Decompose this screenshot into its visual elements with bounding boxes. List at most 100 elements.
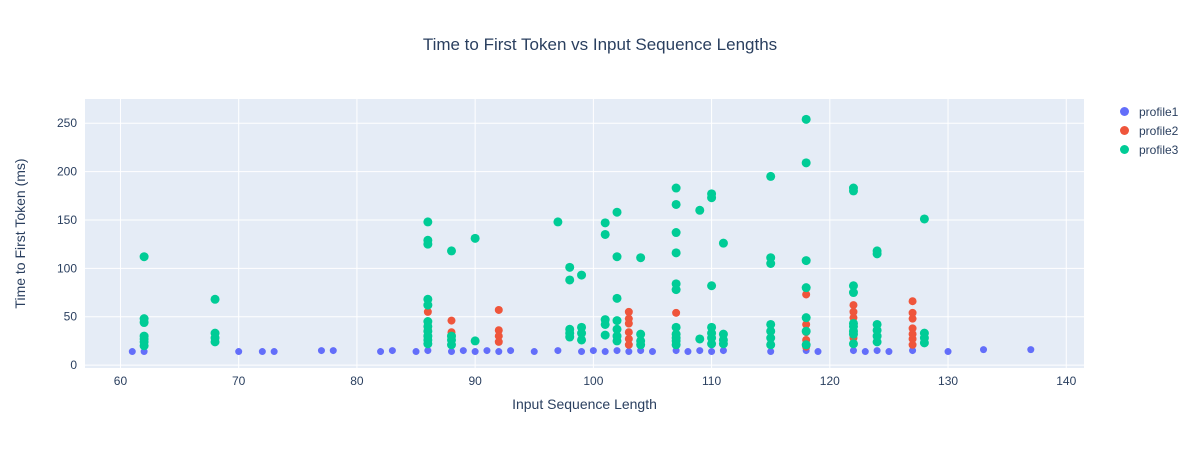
scatter-point-profile3 (139, 318, 149, 328)
x-tick-label: 120 (820, 374, 840, 388)
scatter-point-profile3 (848, 288, 858, 298)
scatter-point-profile3 (707, 193, 717, 203)
scatter-point-profile1 (412, 348, 420, 356)
x-tick-label: 90 (468, 374, 482, 388)
scatter-point-profile2 (849, 301, 858, 310)
scatter-point-profile3 (612, 336, 622, 346)
scatter-point-profile2 (672, 308, 681, 317)
scatter-point-profile1 (708, 348, 716, 356)
scatter-point-profile2 (624, 328, 633, 337)
scatter-point-profile2 (624, 307, 633, 316)
scatter-point-profile1 (495, 348, 503, 356)
scatter-point-profile3 (553, 217, 563, 227)
scatter-point-profile3 (671, 228, 681, 238)
scatter-point-profile2 (494, 305, 503, 314)
legend-marker-profile1 (1120, 107, 1129, 116)
scatter-point-profile3 (612, 207, 622, 217)
scatter-point-profile3 (848, 329, 858, 339)
legend: profile1 profile2 profile3 (1112, 104, 1178, 157)
scatter-point-profile3 (801, 283, 811, 293)
scatter-point-profile1 (329, 347, 337, 355)
scatter-point-profile3 (671, 199, 681, 209)
scatter-point-profile3 (671, 183, 681, 193)
legend-item-profile1[interactable]: profile1 (1112, 104, 1178, 119)
scatter-point-profile3 (671, 322, 681, 332)
scatter-point-profile3 (600, 319, 610, 329)
scatter-point-profile2 (908, 324, 917, 333)
scatter-point-profile3 (423, 239, 433, 249)
scatter-point-profile3 (139, 341, 149, 351)
scatter-point-profile3 (210, 337, 220, 347)
plot-area (85, 99, 1084, 368)
scatter-point-profile3 (470, 233, 480, 243)
y-tick-label: 0 (70, 358, 77, 372)
x-tick-label: 140 (1056, 374, 1076, 388)
scatter-point-profile3 (210, 294, 220, 304)
scatter-point-profile1 (459, 347, 467, 355)
scatter-point-profile3 (577, 270, 587, 280)
x-tick-label: 110 (702, 374, 721, 388)
scatter-point-profile3 (446, 246, 456, 256)
x-axis-title: Input Sequence Length (512, 396, 657, 412)
legend-item-profile2[interactable]: profile2 (1112, 123, 1178, 138)
scatter-point-profile2 (624, 340, 633, 349)
x-tick-label: 80 (350, 374, 364, 388)
scatter-point-profile1 (767, 348, 775, 356)
scatter-point-profile2 (908, 334, 917, 343)
scatter-point-profile1 (814, 348, 822, 356)
scatter-point-profile1 (317, 347, 325, 355)
scatter-point-profile1 (684, 348, 692, 356)
scatter-point-profile3 (801, 256, 811, 266)
scatter-point-profile3 (446, 340, 456, 350)
scatter-point-profile1 (377, 348, 385, 356)
scatter-point-profile3 (612, 324, 622, 334)
scatter-point-profile1 (483, 347, 491, 355)
scatter-point-profile1 (861, 348, 869, 356)
legend-marker-profile3 (1120, 145, 1129, 154)
scatter-point-profile2 (494, 332, 503, 341)
scatter-point-profile2 (908, 314, 917, 323)
scatter-point-profile1 (424, 347, 432, 355)
scatter-point-profile3 (577, 335, 587, 345)
scatter-point-profile3 (671, 340, 681, 350)
scatter-point-profile1 (128, 348, 136, 356)
scatter-point-profile3 (636, 340, 646, 350)
scatter-point-profile3 (766, 326, 776, 336)
scatter-point-profile3 (671, 285, 681, 295)
scatter-point-profile3 (600, 229, 610, 239)
scatter-point-profile3 (872, 249, 882, 259)
scatter-point-profile2 (494, 337, 503, 346)
scatter-point-profile3 (636, 253, 646, 263)
scatter-point-profile1 (980, 346, 988, 354)
scatter-point-profile1 (885, 348, 893, 356)
scatter-point-profile3 (612, 252, 622, 262)
scatter-point-profile3 (766, 340, 776, 350)
scatter-point-profile3 (766, 333, 776, 343)
scatter-point-profile1 (719, 347, 727, 355)
scatter-point-profile3 (423, 339, 433, 349)
x-tick-label: 130 (938, 374, 958, 388)
x-tick-label: 60 (114, 374, 128, 388)
legend-label: profile3 (1139, 142, 1179, 157)
x-tick-label: 70 (232, 374, 246, 388)
scatter-point-profile3 (695, 205, 705, 215)
scatter-point-profile3 (766, 319, 776, 329)
scatter-point-profile3 (872, 337, 882, 347)
scatter-point-profile2 (908, 340, 917, 349)
scatter-point-profile1 (696, 347, 704, 355)
scatter-point-profile1 (625, 348, 633, 356)
scatter-point-profile2 (908, 308, 917, 317)
scatter-point-profile1 (589, 347, 597, 355)
y-tick-label: 200 (57, 165, 77, 179)
scatter-point-profile3 (801, 158, 811, 168)
legend-item-profile3[interactable]: profile3 (1112, 142, 1178, 157)
scatter-point-profile1 (578, 348, 586, 356)
scatter-point-profile3 (766, 258, 776, 268)
scatter-point-profile3 (423, 217, 433, 227)
scatter-point-profile3 (423, 300, 433, 310)
scatter-point-profile3 (565, 275, 575, 285)
scatter-point-profile3 (139, 252, 149, 262)
scatter-point-profile3 (848, 339, 858, 349)
legend-label: profile2 (1139, 123, 1179, 138)
legend-marker-profile2 (1120, 126, 1129, 135)
